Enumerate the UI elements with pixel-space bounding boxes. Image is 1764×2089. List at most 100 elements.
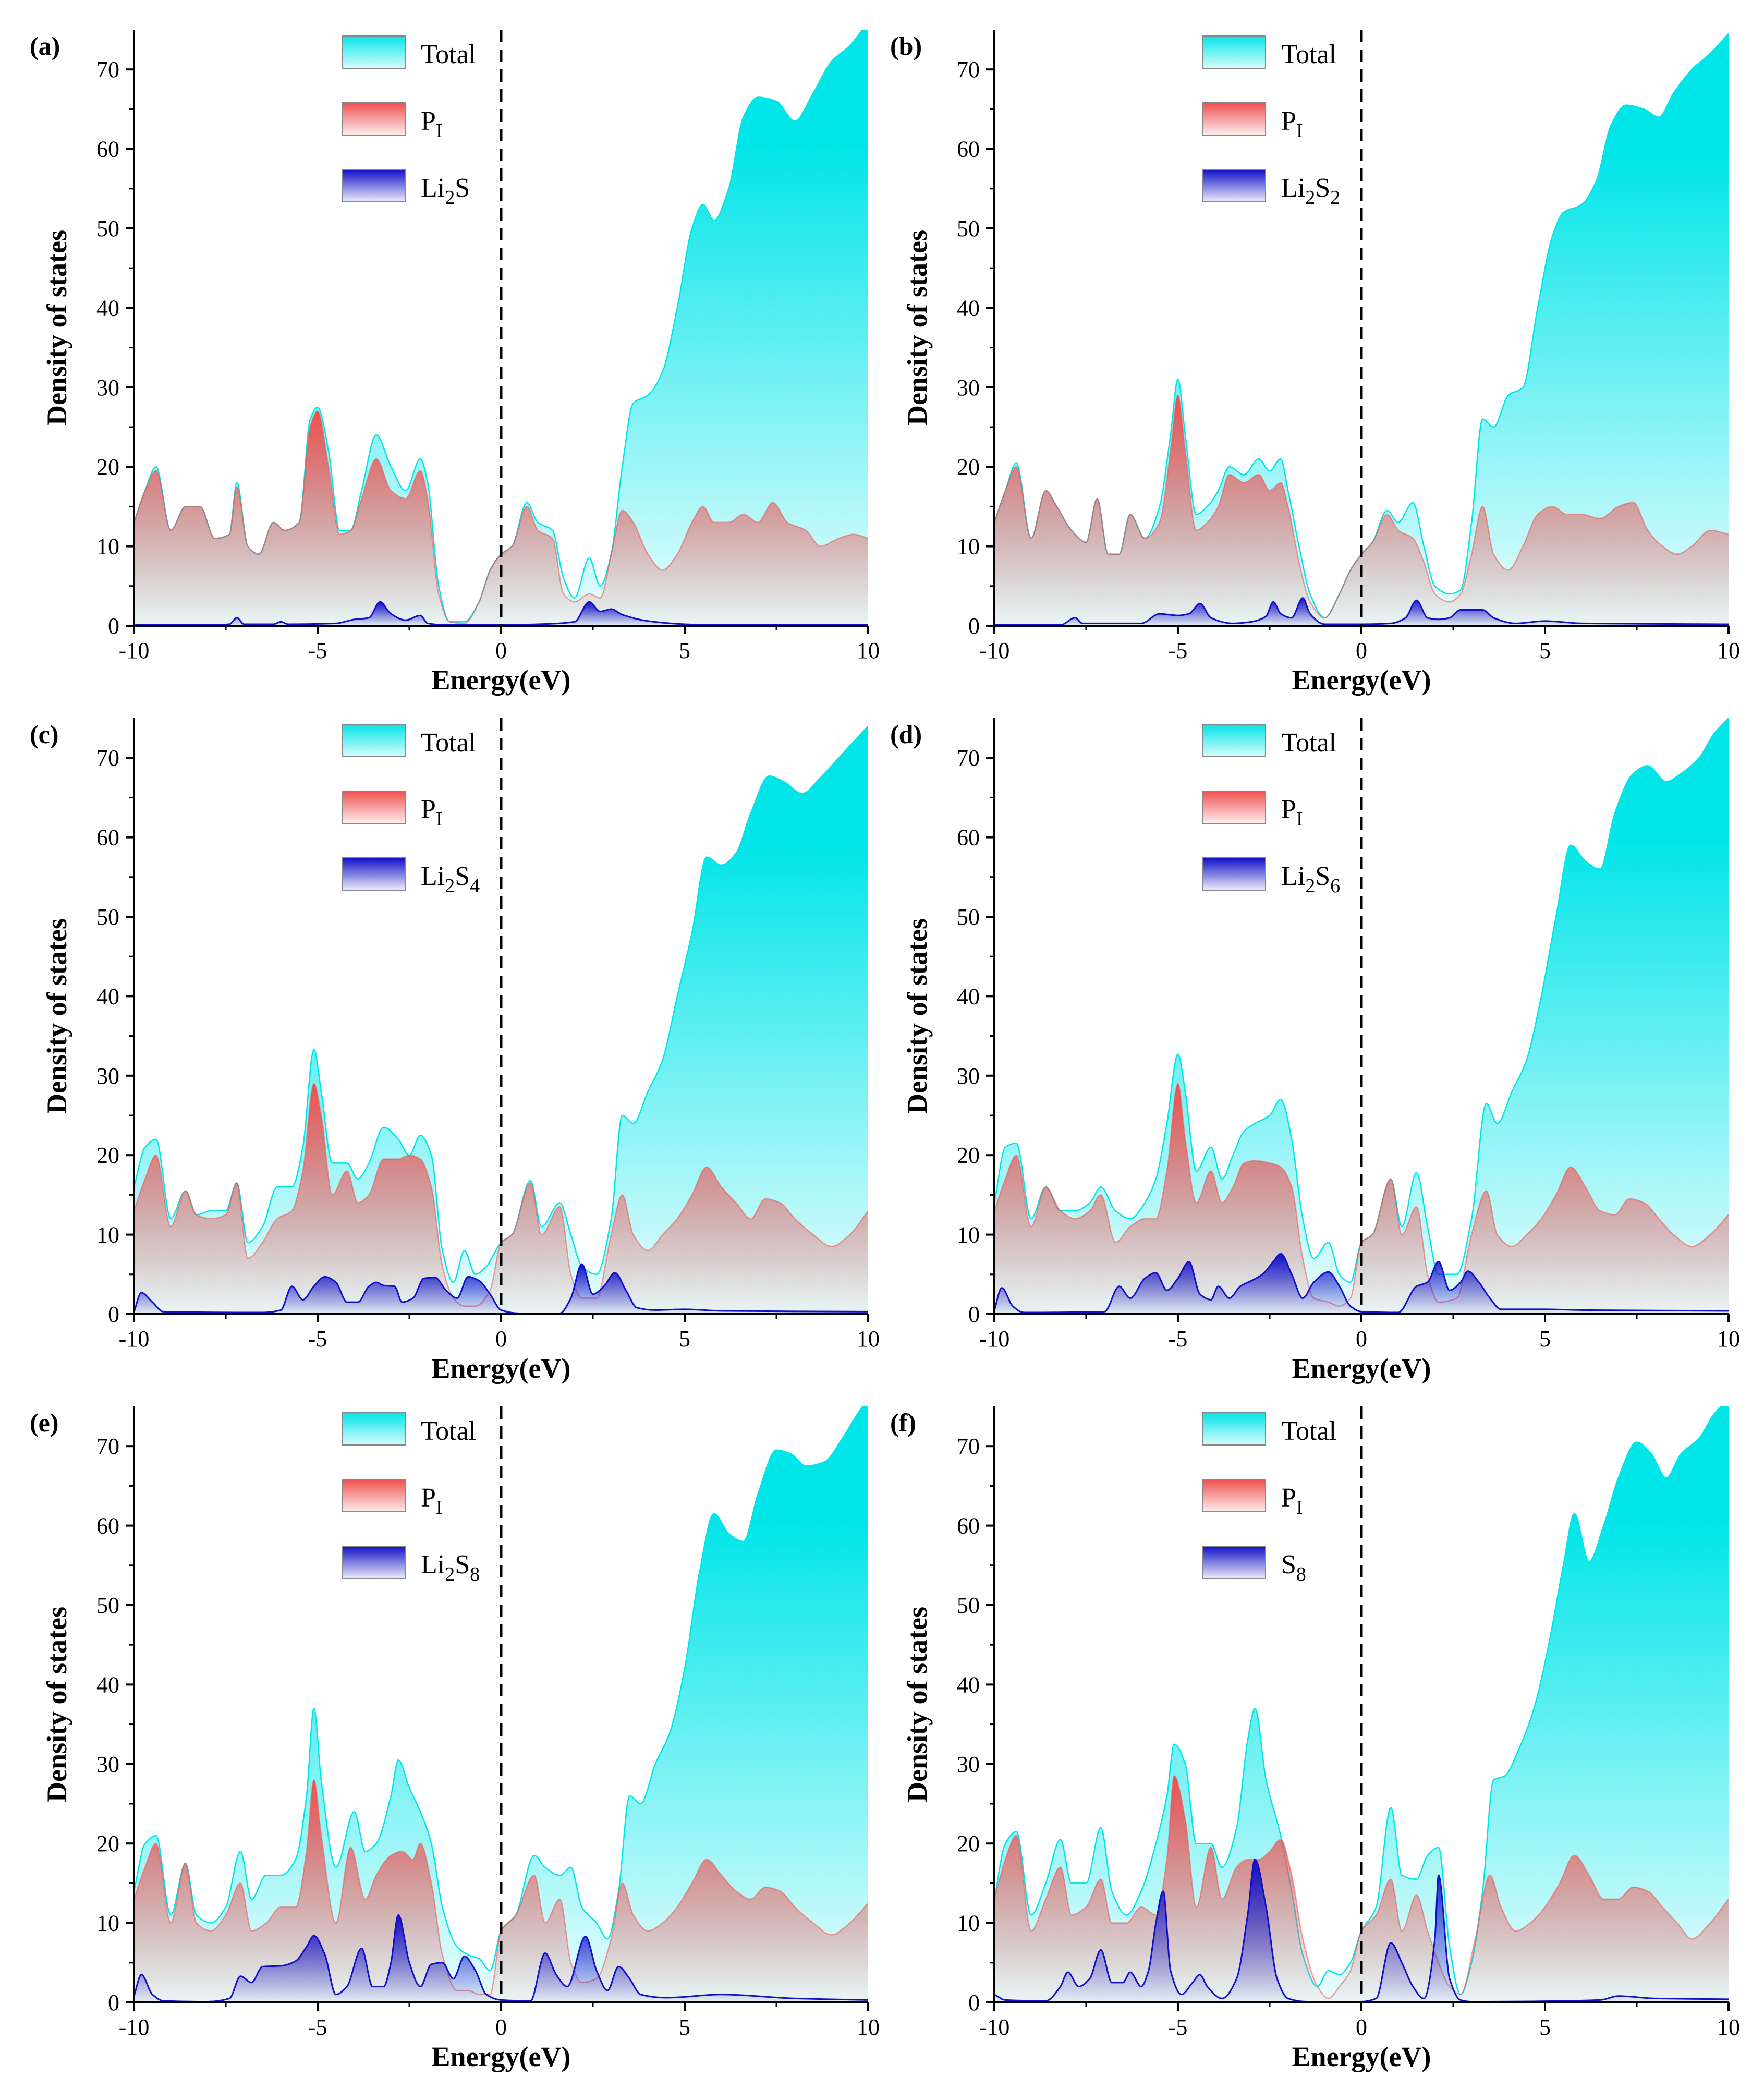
y-tick-label: 30 (96, 1063, 119, 1089)
legend-text-part: Total (421, 40, 476, 69)
species-legend-swatch (342, 169, 406, 202)
species-dos-area (994, 598, 1729, 626)
y-tick-label: 20 (96, 454, 119, 480)
species-dos-area (134, 1915, 868, 2002)
y-tick-label: 50 (957, 1593, 980, 1618)
y-tick-label: 40 (957, 295, 980, 321)
y-tick-label: 70 (96, 57, 119, 82)
y-tick-label: 0 (108, 613, 119, 639)
species-dos-line (134, 601, 868, 626)
legend-text-part: P (421, 795, 436, 824)
species-legend-label: Li2​S8​ (421, 1550, 480, 1585)
total-legend-swatch (1202, 35, 1266, 69)
pi-legend-swatch (342, 102, 406, 136)
x-tick-label: -10 (979, 638, 1010, 663)
legend-text-part: Total (421, 728, 476, 758)
total-legend-label: Total (1281, 728, 1336, 758)
legend-text-part: Li (421, 861, 445, 891)
y-axis-title: Density of states (41, 230, 72, 426)
panel-label: (e) (30, 1408, 59, 1437)
legend-text-part: S (1315, 861, 1330, 891)
x-tick-label: -5 (308, 638, 327, 663)
y-tick-label: 10 (957, 1222, 980, 1248)
pi-legend-label: PI​ (421, 795, 443, 830)
pi-legend-swatch (1202, 1479, 1266, 1512)
total-legend-label: Total (421, 1416, 476, 1446)
species-dos-line (134, 1263, 868, 1314)
legend-text-part: Li (421, 1550, 445, 1580)
legend-text-part: P (421, 106, 436, 136)
pi-dos-line (994, 1775, 1729, 1999)
panel-label: (a) (30, 31, 60, 60)
pi-dos-area (994, 1776, 1729, 2002)
legend-subscript: 6 (1330, 875, 1340, 897)
y-tick-label: 60 (957, 1513, 980, 1539)
species-legend-label: S8​ (1281, 1550, 1306, 1585)
y-tick-label: 10 (96, 1911, 119, 1936)
y-tick-label: 50 (957, 904, 980, 930)
y-tick-label: 60 (957, 137, 980, 162)
x-tick-label: 5 (679, 1326, 690, 1352)
species-legend-swatch (1202, 169, 1266, 202)
legend-subscript: 2 (1330, 187, 1340, 209)
x-tick-label: 10 (857, 1326, 880, 1352)
y-tick-label: 60 (96, 137, 119, 162)
legend-text-part: S (455, 861, 470, 891)
species-dos-area (994, 1254, 1729, 1314)
pi-legend-swatch (342, 791, 406, 824)
x-tick-label: 5 (1539, 1326, 1551, 1352)
pi-dos-area (994, 1084, 1729, 1314)
species-dos-line (994, 597, 1729, 626)
x-tick-label: -5 (1169, 1326, 1188, 1352)
x-axis-title: Energy(eV) (1292, 2041, 1431, 2072)
y-tick-label: 60 (96, 1513, 119, 1539)
legend-subscript: 2 (445, 875, 455, 897)
y-tick-label: 0 (968, 1302, 980, 1327)
y-tick-label: 70 (957, 745, 980, 771)
species-dos-area (994, 1859, 1729, 2002)
x-tick-label: 10 (857, 638, 880, 663)
y-tick-label: 30 (96, 1752, 119, 1777)
legend-subscript: I (436, 808, 443, 830)
legend-text-part: Total (1281, 728, 1336, 758)
x-tick-label: 10 (1717, 1326, 1740, 1352)
total-legend-swatch (1202, 724, 1266, 757)
y-tick-label: 60 (96, 825, 119, 851)
y-tick-label: 40 (957, 1672, 980, 1697)
species-legend-label: Li2​S4​ (421, 861, 480, 897)
y-tick-label: 70 (96, 1434, 119, 1459)
species-legend-label: Li2​S6​ (1281, 861, 1340, 897)
y-tick-label: 20 (957, 1831, 980, 1856)
y-tick-label: 10 (957, 1911, 980, 1936)
species-legend-swatch (1202, 857, 1266, 891)
panel-label: (d) (890, 720, 922, 749)
legend-text-part: S (455, 1550, 470, 1580)
x-tick-label: 5 (1539, 2014, 1551, 2040)
species-dos-line (134, 1914, 868, 2002)
y-tick-label: 30 (96, 375, 119, 400)
legend-text-part: P (1281, 1483, 1296, 1513)
pi-legend-swatch (1202, 102, 1266, 136)
legend-subscript: I (1296, 808, 1303, 830)
x-tick-label: -10 (119, 2014, 150, 2040)
x-tick-label: -10 (119, 638, 150, 663)
total-legend-label: Total (421, 728, 476, 758)
legend-text-part: P (1281, 795, 1296, 824)
legend-text-part: Li (1281, 861, 1305, 891)
dos-panel: 0 10 20 30 40 50 60 70 -10 -5 0 5 10 Energy(eV) Densit… (30, 718, 880, 1384)
x-axis-title: Energy(eV) (432, 664, 571, 696)
legend-text-part: Total (1281, 1416, 1336, 1446)
x-axis-title: Energy(eV) (432, 2041, 571, 2072)
x-tick-label: -10 (119, 1326, 150, 1352)
pi-dos-area (994, 395, 1729, 626)
legend-text-part: S (1315, 173, 1330, 203)
total-legend-swatch (342, 724, 406, 757)
y-tick-label: 50 (957, 216, 980, 241)
panel-label: (b) (890, 31, 922, 60)
x-axis-title: Energy(eV) (1292, 664, 1431, 696)
total-legend-label: Total (1281, 1416, 1336, 1446)
pi-dos-area (134, 1084, 868, 1314)
y-tick-label: 20 (96, 1831, 119, 1856)
y-tick-label: 20 (957, 454, 980, 480)
legend-subscript: 4 (470, 875, 480, 897)
